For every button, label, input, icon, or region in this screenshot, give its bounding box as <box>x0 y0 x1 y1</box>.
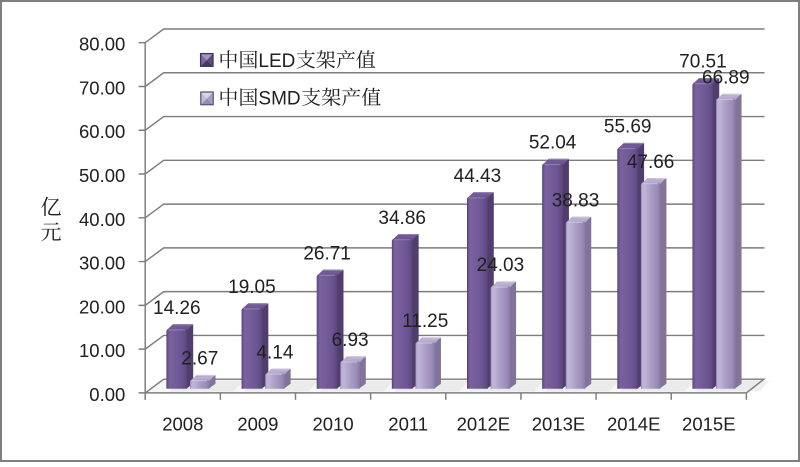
svg-text:2011: 2011 <box>388 414 428 435</box>
svg-text:66.89: 66.89 <box>702 68 750 89</box>
svg-text:2015E: 2015E <box>682 414 736 435</box>
svg-text:0.00: 0.00 <box>89 384 125 405</box>
svg-text:34.86: 34.86 <box>378 208 426 229</box>
svg-text:70.51: 70.51 <box>679 52 727 73</box>
svg-text:4.14: 4.14 <box>256 342 293 363</box>
svg-text:11.25: 11.25 <box>402 311 448 332</box>
svg-text:2013E: 2013E <box>532 414 586 435</box>
svg-text:60.00: 60.00 <box>79 121 125 142</box>
svg-text:50.00: 50.00 <box>79 165 125 186</box>
svg-text:6.93: 6.93 <box>332 330 369 351</box>
svg-text:19.05: 19.05 <box>228 277 276 298</box>
svg-text:2.67: 2.67 <box>181 349 218 370</box>
svg-text:2010: 2010 <box>313 414 354 435</box>
svg-text:38.83: 38.83 <box>552 190 600 211</box>
svg-text:26.71: 26.71 <box>303 244 351 265</box>
svg-text:2012E: 2012E <box>457 414 511 435</box>
svg-text:47.66: 47.66 <box>627 152 675 173</box>
svg-text:30.00: 30.00 <box>79 253 125 274</box>
svg-text:55.69: 55.69 <box>604 117 652 138</box>
svg-text:44.43: 44.43 <box>454 166 502 187</box>
svg-text:52.04: 52.04 <box>529 133 577 154</box>
svg-text:20.00: 20.00 <box>79 296 125 317</box>
svg-text:2008: 2008 <box>162 414 203 435</box>
svg-text:SMD: SMD <box>258 89 300 110</box>
svg-text:2014E: 2014E <box>607 414 661 435</box>
svg-text:24.03: 24.03 <box>477 255 525 276</box>
svg-text:2009: 2009 <box>237 414 278 435</box>
svg-text:LED: LED <box>258 51 295 72</box>
svg-text:40.00: 40.00 <box>79 209 125 230</box>
svg-text:14.26: 14.26 <box>153 298 201 319</box>
svg-text:80.00: 80.00 <box>79 34 125 55</box>
svg-text:10.00: 10.00 <box>79 340 125 361</box>
svg-text:70.00: 70.00 <box>79 78 125 99</box>
